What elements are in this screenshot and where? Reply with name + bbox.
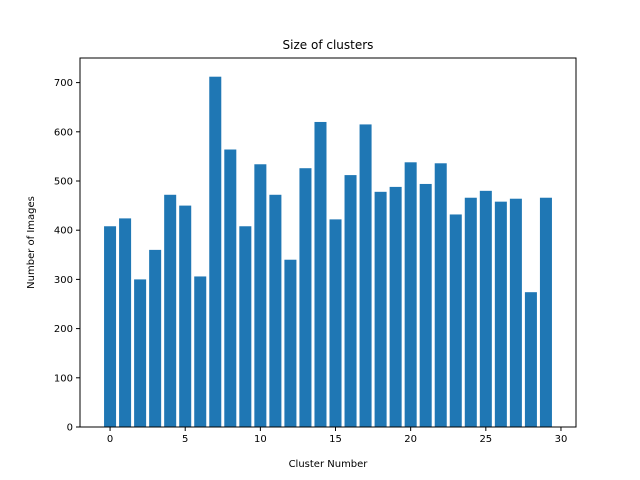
- bar-cluster-27: [509, 198, 522, 427]
- x-tick-label: 5: [182, 434, 188, 445]
- bar-cluster-0: [104, 226, 117, 427]
- bar-cluster-17: [359, 124, 372, 428]
- bar-cluster-9: [239, 226, 252, 427]
- y-tick-label: 600: [54, 127, 73, 138]
- x-tick-label: 10: [254, 434, 267, 445]
- bars-group: [104, 76, 552, 428]
- y-tick-label: 400: [54, 226, 73, 237]
- y-tick-label: 100: [54, 373, 73, 384]
- bar-cluster-15: [329, 219, 342, 427]
- bar-cluster-21: [419, 183, 432, 427]
- bar-cluster-28: [524, 292, 537, 427]
- bar-cluster-12: [284, 259, 297, 427]
- y-axis: 0 100 200 300 400 500 600 700: [54, 78, 80, 434]
- bar-cluster-26: [494, 201, 507, 427]
- bar-cluster-3: [149, 249, 162, 427]
- bar-cluster-11: [269, 194, 282, 427]
- bar-cluster-29: [539, 197, 552, 427]
- x-axis: 0 5 10 15 20 25 30: [107, 427, 567, 445]
- x-tick-label: 0: [107, 434, 113, 445]
- bar-cluster-5: [179, 205, 192, 427]
- y-tick-label: 500: [54, 177, 73, 188]
- x-tick-label: 15: [329, 434, 342, 445]
- bar-cluster-8: [224, 149, 237, 427]
- bar-cluster-22: [434, 163, 447, 428]
- plot-frame: [79, 57, 577, 428]
- bar-cluster-23: [449, 214, 462, 427]
- bar-cluster-13: [299, 168, 312, 427]
- bar-cluster-24: [464, 197, 477, 427]
- y-tick-label: 300: [54, 275, 73, 286]
- x-tick-label: 25: [479, 434, 492, 445]
- bar-cluster-2: [134, 279, 147, 427]
- bar-cluster-25: [479, 190, 492, 427]
- y-tick-label: 0: [67, 423, 73, 434]
- x-tick-label: 20: [404, 434, 417, 445]
- chart-title: Size of clusters: [283, 38, 374, 52]
- y-tick-label: 700: [54, 78, 73, 89]
- bar-cluster-10: [254, 164, 267, 427]
- bar-cluster-20: [404, 162, 417, 428]
- bar-cluster-16: [344, 175, 357, 427]
- bar-cluster-7: [209, 76, 222, 427]
- y-tick-label: 200: [54, 324, 73, 335]
- y-axis-label: Number of Images: [26, 196, 37, 289]
- x-axis-label: Cluster Number: [289, 459, 369, 470]
- bar-cluster-4: [164, 194, 177, 427]
- bar-cluster-19: [389, 186, 402, 427]
- bar-cluster-6: [194, 276, 207, 427]
- bar-cluster-14: [314, 121, 327, 428]
- bar-cluster-18: [374, 191, 387, 427]
- x-tick-label: 30: [555, 434, 568, 445]
- bar-cluster-1: [119, 218, 132, 427]
